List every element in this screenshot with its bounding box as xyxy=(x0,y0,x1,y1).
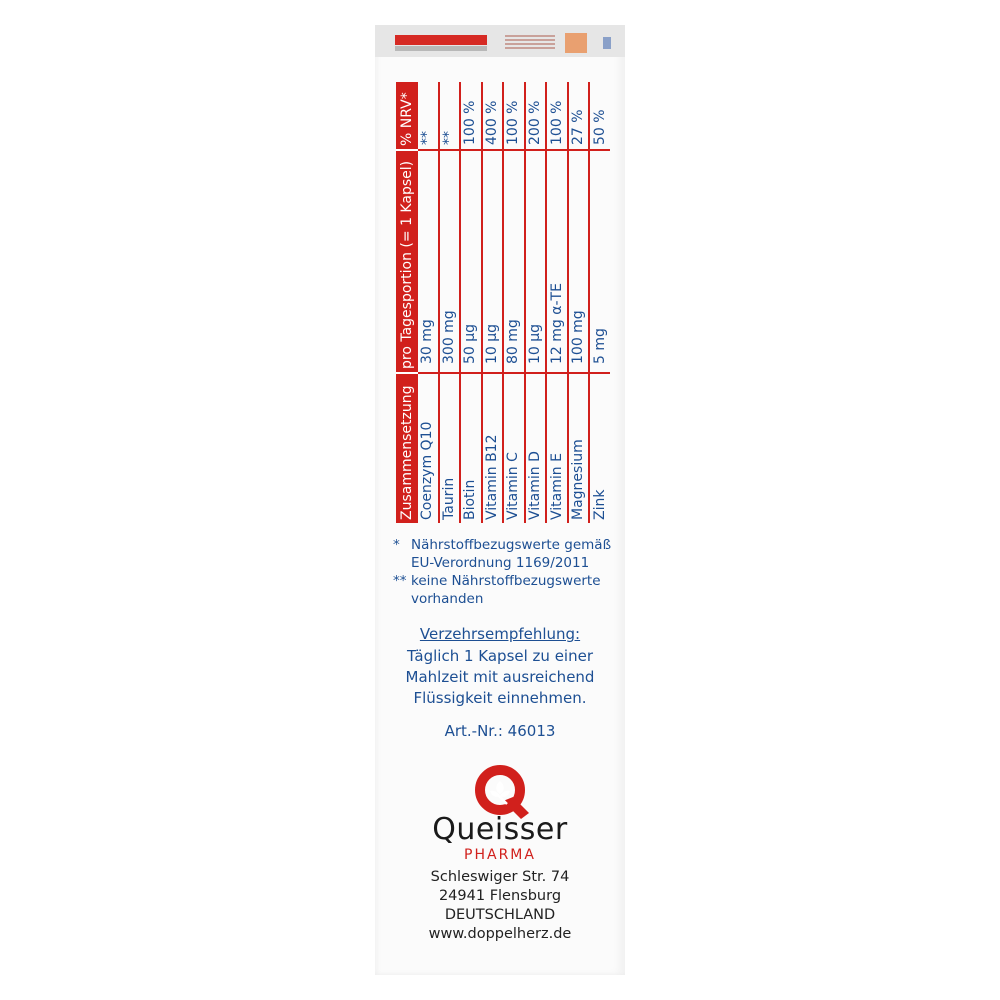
ingredient-amount: 100 mg xyxy=(567,150,590,373)
table-row: Vitamin E 12 mg α-TE 100 % xyxy=(546,82,568,523)
address-city: 24941 Flensburg xyxy=(438,888,562,904)
footnotes: * Nährstoffbezugswerte gemäß EU-Verordnun… xyxy=(393,536,618,608)
ingredient-name: Coenzym Q10 xyxy=(418,373,439,523)
ingredient-nrv: 200 % xyxy=(524,82,547,150)
ingredient-nrv: 100 % xyxy=(546,82,568,150)
ingredient-amount: 300 mg xyxy=(438,150,461,373)
table-row: Biotin 50 µg 100 % xyxy=(460,82,482,523)
flap-red-band xyxy=(395,35,487,45)
table-header-row: Zusammensetzung pro Tagesportion (= 1 Ka… xyxy=(396,82,418,523)
flap-orange-block xyxy=(565,33,587,53)
table-row: Magnesium 100 mg 27 % xyxy=(567,82,590,523)
package-side-panel: Zusammensetzung pro Tagesportion (= 1 Ka… xyxy=(375,25,625,975)
address-country: DEUTSCHLAND xyxy=(444,907,556,923)
ingredient-amount: 12 mg α-TE xyxy=(546,150,568,373)
flap-blue-block xyxy=(603,37,611,49)
ingredient-name: Vitamin E xyxy=(546,373,568,523)
brand-name: Queisser xyxy=(432,812,568,847)
header-daily-portion: pro Tagesportion (= 1 Kapsel) xyxy=(396,150,418,373)
box-top-flap xyxy=(375,25,625,57)
brand-subtitle: PHARMA xyxy=(464,847,536,863)
footnote-marker: * xyxy=(393,537,400,553)
ingredient-nrv: 100 % xyxy=(503,82,525,150)
nutrition-table: Zusammensetzung pro Tagesportion (= 1 Ka… xyxy=(396,82,610,523)
ingredient-nrv: ** xyxy=(438,82,461,150)
recommendation-line: Täglich 1 Kapsel zu einer xyxy=(406,647,593,665)
ingredient-amount: 50 µg xyxy=(460,150,482,373)
footnote-text: keine Nährstoffbezugswerte vorhanden xyxy=(411,573,601,607)
ingredient-nrv: 50 % xyxy=(591,109,608,145)
table-row: Vitamin C 80 mg 100 % xyxy=(503,82,525,523)
ingredient-name: Vitamin B12 xyxy=(481,373,504,523)
flap-text-block xyxy=(505,35,555,49)
table-row: Taurin 300 mg ** xyxy=(438,82,461,523)
ingredient-amount: 5 mg xyxy=(589,150,610,373)
recommendation-title: Verzehrsempfehlung: xyxy=(419,625,581,643)
recommendation-text: Täglich 1 Kapsel zu einer Mahlzeit mit a… xyxy=(375,646,625,709)
recommendation-line: Mahlzeit mit ausreichend xyxy=(405,668,595,686)
ingredient-name: Taurin xyxy=(438,373,461,523)
ingredient-nrv: ** xyxy=(418,82,439,150)
ingredient-amount: 30 mg xyxy=(418,150,439,373)
ingredient-nrv: 100 % xyxy=(460,82,482,150)
ingredient-name: Vitamin C xyxy=(503,373,525,523)
footnote-marker: ** xyxy=(393,573,407,589)
address: Schleswiger Str. 74 24941 Flensburg DEUT… xyxy=(375,868,625,944)
header-composition: Zusammensetzung xyxy=(396,373,418,523)
ingredient-name: Zink xyxy=(589,373,610,523)
table-row: Vitamin B12 10 µg 400 % xyxy=(481,82,504,523)
address-street: Schleswiger Str. 74 xyxy=(430,869,570,885)
table-row: Vitamin D 10 µg 200 % xyxy=(524,82,547,523)
table-row: Coenzym Q10 30 mg ** xyxy=(418,82,439,523)
queisser-logo-icon xyxy=(475,765,529,819)
header-nrv: % NRV* xyxy=(396,82,418,150)
article-number: Art.-Nr.: 46013 xyxy=(444,722,556,740)
footnote: * Nährstoffbezugswerte gemäß EU-Verordnun… xyxy=(393,536,618,572)
ingredient-nrv: 27 % xyxy=(567,82,590,150)
nutrition-table-wrapper: Zusammensetzung pro Tagesportion (= 1 Ka… xyxy=(396,82,610,523)
ingredient-name: Vitamin D xyxy=(524,373,547,523)
recommendation-line: Flüssigkeit einnehmen. xyxy=(413,689,587,707)
footnote: ** keine Nährstoffbezugswerte vorhanden xyxy=(393,572,618,608)
ingredient-amount: 10 µg xyxy=(481,150,504,373)
table-row: Zink 5 mg 50 % xyxy=(589,82,610,523)
ingredient-nrv: 400 % xyxy=(481,82,504,150)
ingredient-amount: 80 mg xyxy=(503,150,525,373)
flap-gray-band xyxy=(395,46,487,51)
website-link: www.doppelherz.de xyxy=(428,926,572,942)
ingredient-amount: 10 µg xyxy=(524,150,547,373)
ingredient-name: Biotin xyxy=(460,373,482,523)
ingredient-name: Magnesium xyxy=(567,373,590,523)
footnote-text: Nährstoffbezugswerte gemäß EU-Verordnung… xyxy=(411,537,612,571)
